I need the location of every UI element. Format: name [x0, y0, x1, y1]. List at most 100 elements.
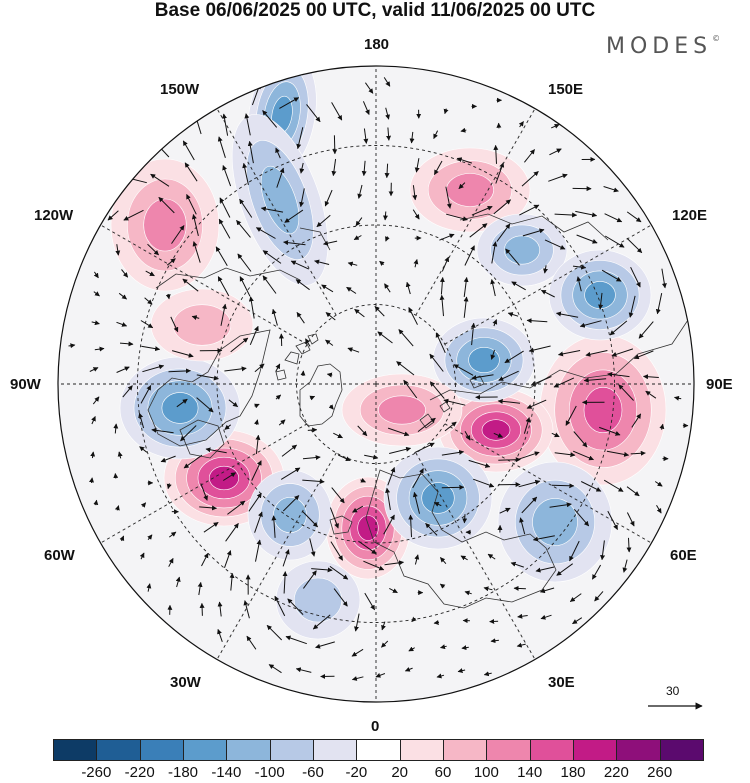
wind-arrow [396, 361, 415, 376]
wind-arrow [282, 495, 300, 512]
wind-arrow [521, 496, 538, 514]
wind-arrow [113, 473, 119, 479]
meridian-line [100, 224, 308, 345]
wind-arrow [223, 472, 237, 481]
wind-arrow [389, 446, 412, 454]
wind-arrow [412, 185, 418, 201]
wind-arrow [346, 286, 357, 294]
wind-arrow [254, 419, 259, 425]
colorbar-cell [313, 739, 358, 761]
modes-logo: MODES© [606, 34, 720, 59]
wind-arrow [414, 158, 420, 173]
wind-arrow [295, 279, 310, 291]
wind-arrow [606, 450, 630, 457]
colorbar-cell [96, 739, 141, 761]
wind-arrow [301, 510, 318, 528]
wind-arrow [499, 507, 511, 514]
wind-arrow [285, 635, 307, 645]
wind-arrow [321, 284, 334, 293]
wind-arrow [146, 583, 152, 592]
wind-arrow [224, 550, 232, 568]
wind-arrow [90, 451, 96, 459]
positive-anomaly [438, 387, 554, 473]
negative-anomaly [476, 213, 568, 287]
wind-arrow [413, 259, 419, 268]
wind-arrow [92, 396, 100, 405]
wind-arrow [93, 271, 99, 279]
wind-arrow [626, 486, 640, 497]
logo-mark: © [712, 34, 721, 43]
wind-arrow [89, 477, 94, 483]
wind-arrow [347, 261, 358, 267]
wind-arrow [483, 586, 493, 592]
wind-arrow [549, 502, 572, 508]
wind-arrow [299, 188, 305, 208]
colorbar-tick-label: -260 [81, 764, 112, 781]
wind-arrow [556, 563, 573, 576]
colorbar-cell [356, 739, 401, 761]
wind-arrow [443, 398, 466, 406]
wind-arrow [236, 220, 251, 238]
wind-arrow [387, 427, 410, 437]
wind-arrow [491, 241, 498, 264]
wind-arrow [329, 565, 349, 580]
wind-arrow [271, 308, 278, 326]
negative-anomaly [231, 114, 329, 286]
wind-arrow [643, 374, 659, 380]
colorbar-cell [659, 739, 704, 761]
wind-arrow [141, 345, 161, 352]
colorbar-cell [53, 739, 98, 761]
wind-arrow [654, 481, 663, 487]
wind-arrow [518, 479, 541, 488]
wind-arrow [354, 613, 360, 632]
wind-arrow [600, 540, 606, 561]
wind-arrow [540, 614, 552, 620]
wind-arrow [254, 403, 260, 409]
wind-arrow [224, 366, 247, 372]
wind-arrow [463, 296, 469, 318]
anomaly-contour [584, 281, 616, 309]
wind-arrow [266, 624, 283, 641]
wind-arrow [114, 505, 120, 511]
wind-arrow [576, 276, 582, 292]
wind-arrow [403, 379, 418, 399]
wind-arrow [295, 667, 312, 673]
wind-arrow [607, 371, 630, 378]
wind-arrow [312, 614, 331, 630]
wind-arrow [296, 127, 304, 150]
wind-arrow [618, 384, 634, 401]
wind-arrow [171, 350, 194, 358]
wind-arrow [463, 277, 469, 297]
wind-arrow [122, 385, 133, 398]
wind-arrow [138, 412, 145, 429]
wind-arrow [362, 101, 370, 115]
wind-arrow [661, 268, 667, 289]
anomaly-contour [583, 386, 623, 433]
wind-arrow [237, 253, 252, 272]
wind-arrow [119, 535, 125, 542]
wind-arrow [471, 374, 494, 381]
wind-arrow [609, 320, 628, 336]
wind-arrow [518, 121, 524, 128]
wind-arrow [656, 504, 662, 514]
wind-arrow [168, 531, 177, 538]
wind-arrow [381, 640, 389, 648]
wind-arrow [435, 332, 446, 354]
wind-arrow [603, 479, 624, 492]
wind-arrow [355, 217, 363, 227]
wind-arrow [255, 227, 276, 239]
wind-arrow [575, 210, 598, 218]
wind-arrow [353, 235, 362, 241]
wind-arrow [296, 311, 305, 324]
wind-arrow [239, 276, 251, 297]
wind-arrow [330, 541, 344, 561]
lon-label-90e: 90E [706, 376, 733, 393]
wind-arrow [168, 557, 174, 567]
colorbar-cell [486, 739, 531, 761]
meridian-line [444, 224, 652, 345]
wind-arrow [282, 571, 288, 594]
wind-arrow [383, 77, 391, 87]
wind-arrow [473, 478, 495, 488]
wind-arrow [572, 617, 583, 625]
graticule [58, 66, 694, 702]
